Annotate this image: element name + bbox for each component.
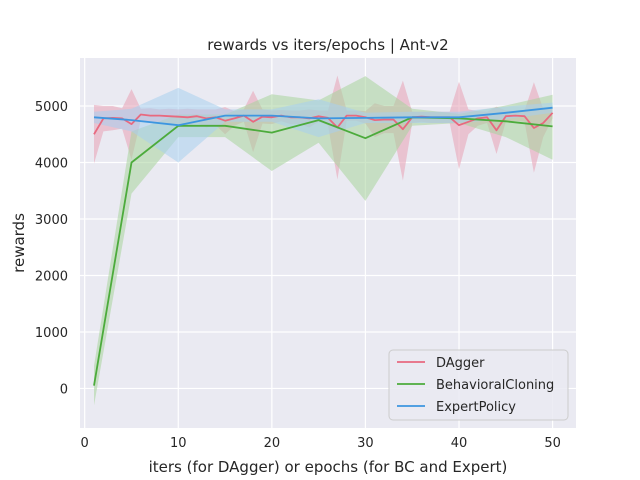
y-axis-label: rewards [10, 213, 28, 273]
x-tick-label: 40 [451, 436, 468, 451]
legend-box [388, 349, 569, 421]
chart-title: rewards vs iters/epochs | Ant-v2 [207, 36, 448, 54]
line-expertpolicy [93, 106, 553, 127]
x-axis-label: iters (for DAgger) or epochs (for BC and… [149, 458, 508, 476]
x-tick-label: 20 [264, 436, 281, 451]
y-tick-label: 5000 [35, 100, 68, 115]
x-tick-labels: 0 10 20 30 40 50 [81, 436, 561, 451]
legend-label-dagger: DAgger [436, 356, 485, 371]
legend-label-behavioralcloning: BehavioralCloning [436, 378, 554, 393]
y-tick-label: 0 [60, 382, 68, 397]
confidence-bands [94, 75, 553, 406]
line-behavioralcloning [93, 116, 553, 386]
x-tick-label: 0 [81, 436, 89, 451]
band-dagger [94, 75, 553, 181]
y-tick-labels: 0 1000 2000 3000 4000 5000 [35, 100, 68, 397]
series-lines [93, 106, 554, 386]
x-tick-label: 30 [357, 436, 374, 451]
legend-label-expertpolicy: ExpertPolicy [436, 400, 516, 415]
y-tick-label: 2000 [35, 269, 68, 284]
y-tick-label: 4000 [35, 157, 68, 172]
y-tick-label: 3000 [35, 213, 68, 228]
legend: DAgger BehavioralCloning ExpertPolicy [388, 349, 569, 421]
y-tick-label: 1000 [35, 326, 68, 341]
x-tick-label: 10 [170, 436, 187, 451]
x-tick-label: 50 [544, 436, 561, 451]
band-expertpolicy [94, 87, 553, 163]
